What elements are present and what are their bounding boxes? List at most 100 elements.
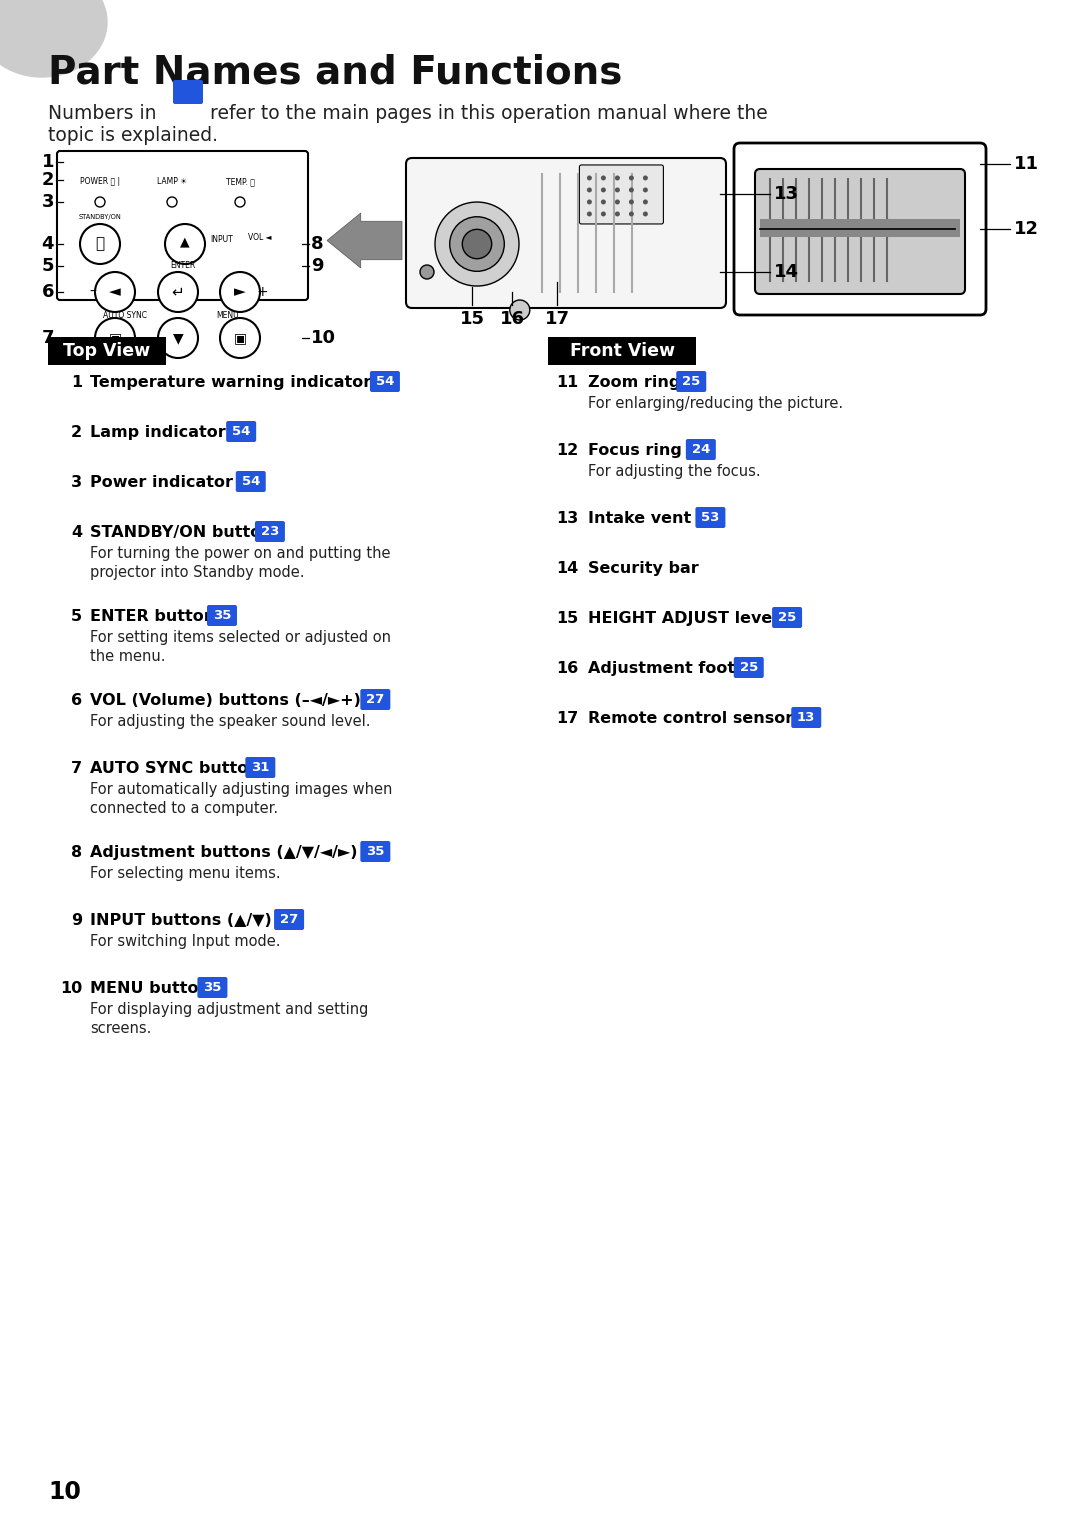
Text: 8: 8 xyxy=(311,234,324,253)
Text: 11: 11 xyxy=(556,375,578,391)
Text: refer to the main pages in this operation manual where the: refer to the main pages in this operatio… xyxy=(204,104,768,123)
Circle shape xyxy=(510,300,530,320)
Circle shape xyxy=(629,176,634,181)
Text: 11: 11 xyxy=(1014,155,1039,173)
FancyBboxPatch shape xyxy=(686,440,716,460)
Text: 17: 17 xyxy=(544,309,569,328)
Text: ⏻: ⏻ xyxy=(95,236,105,251)
Circle shape xyxy=(600,211,606,216)
Text: 4: 4 xyxy=(71,525,82,539)
Text: For turning the power on and putting the: For turning the power on and putting the xyxy=(90,545,391,561)
Circle shape xyxy=(420,265,434,279)
Text: For switching Input mode.: For switching Input mode. xyxy=(90,935,281,948)
Text: 9: 9 xyxy=(311,257,324,276)
FancyBboxPatch shape xyxy=(370,371,400,392)
Text: For automatically adjusting images when: For automatically adjusting images when xyxy=(90,781,392,797)
Text: ▲: ▲ xyxy=(180,236,190,248)
Text: 4: 4 xyxy=(41,234,54,253)
FancyBboxPatch shape xyxy=(48,337,166,365)
Text: For enlarging/reducing the picture.: For enlarging/reducing the picture. xyxy=(588,395,843,411)
Text: VOL (Volume) buttons (–◄/►+): VOL (Volume) buttons (–◄/►+) xyxy=(90,692,361,708)
Circle shape xyxy=(615,199,620,204)
Circle shape xyxy=(165,224,205,264)
FancyBboxPatch shape xyxy=(57,152,308,300)
FancyBboxPatch shape xyxy=(235,470,266,492)
Text: ↵: ↵ xyxy=(172,285,185,299)
Circle shape xyxy=(629,211,634,216)
Text: Zoom ring: Zoom ring xyxy=(588,375,680,391)
Text: +: + xyxy=(256,285,268,299)
Text: 14: 14 xyxy=(556,561,578,576)
Text: 7: 7 xyxy=(41,329,54,348)
Circle shape xyxy=(600,176,606,181)
Text: 35: 35 xyxy=(213,610,231,622)
Text: 3: 3 xyxy=(41,193,54,211)
Text: MENU: MENU xyxy=(217,311,240,320)
Text: –: – xyxy=(90,285,96,299)
Text: 8: 8 xyxy=(71,846,82,859)
Text: MENU button: MENU button xyxy=(90,980,210,996)
Text: 27: 27 xyxy=(280,913,298,925)
Text: Intake vent: Intake vent xyxy=(588,512,691,525)
FancyBboxPatch shape xyxy=(198,977,228,997)
Circle shape xyxy=(643,176,648,181)
Text: Lamp indicator: Lamp indicator xyxy=(90,424,226,440)
Text: For displaying adjustment and setting: For displaying adjustment and setting xyxy=(90,1002,368,1017)
Text: Security bar: Security bar xyxy=(588,561,699,576)
Circle shape xyxy=(95,198,105,207)
Text: Top View: Top View xyxy=(64,342,150,360)
Text: AUTO SYNC button: AUTO SYNC button xyxy=(90,761,260,777)
Text: 3: 3 xyxy=(71,475,82,490)
Text: 12: 12 xyxy=(1014,221,1039,237)
Circle shape xyxy=(167,198,177,207)
Text: ▣: ▣ xyxy=(233,331,246,345)
Text: 35: 35 xyxy=(366,846,384,858)
Text: INPUT buttons (▲/▼): INPUT buttons (▲/▼) xyxy=(90,913,272,928)
Circle shape xyxy=(629,187,634,193)
FancyBboxPatch shape xyxy=(361,689,390,709)
Text: 54: 54 xyxy=(232,424,251,438)
Text: the menu.: the menu. xyxy=(90,650,165,665)
FancyBboxPatch shape xyxy=(173,80,203,104)
FancyBboxPatch shape xyxy=(676,371,706,392)
Text: ▣: ▣ xyxy=(108,331,122,345)
Text: 10: 10 xyxy=(59,980,82,996)
Circle shape xyxy=(586,187,592,193)
Text: 13: 13 xyxy=(556,512,578,525)
Text: topic is explained.: topic is explained. xyxy=(48,126,218,146)
Text: 6: 6 xyxy=(71,692,82,708)
Text: For selecting menu items.: For selecting menu items. xyxy=(90,866,281,881)
Text: VOL ◄: VOL ◄ xyxy=(248,233,271,242)
Circle shape xyxy=(600,187,606,193)
Text: ◄: ◄ xyxy=(109,285,121,299)
Text: 14: 14 xyxy=(774,264,799,280)
Text: 2: 2 xyxy=(71,424,82,440)
FancyBboxPatch shape xyxy=(733,657,764,679)
Text: Focus ring: Focus ring xyxy=(588,443,681,458)
Text: Temperature warning indicator: Temperature warning indicator xyxy=(90,375,372,391)
Text: Adjustment buttons (▲/▼/◄/►): Adjustment buttons (▲/▼/◄/►) xyxy=(90,846,357,859)
Circle shape xyxy=(629,199,634,204)
Text: 2: 2 xyxy=(41,172,54,188)
Text: screens.: screens. xyxy=(90,1022,151,1037)
FancyBboxPatch shape xyxy=(772,607,802,628)
Text: 5: 5 xyxy=(41,257,54,276)
Text: Adjustment foot: Adjustment foot xyxy=(588,660,735,676)
FancyBboxPatch shape xyxy=(361,841,390,863)
Text: POWER ⏻ |: POWER ⏻ | xyxy=(80,178,120,187)
Text: 25: 25 xyxy=(778,611,796,624)
Circle shape xyxy=(586,176,592,181)
Circle shape xyxy=(220,273,260,313)
Text: Part Names and Functions: Part Names and Functions xyxy=(48,54,622,92)
Circle shape xyxy=(586,211,592,216)
Circle shape xyxy=(80,224,120,264)
Text: 15: 15 xyxy=(556,611,578,627)
Text: 24: 24 xyxy=(691,443,710,457)
Text: connected to a computer.: connected to a computer. xyxy=(90,801,279,817)
Text: STANDBY/ON: STANDBY/ON xyxy=(79,214,121,221)
FancyBboxPatch shape xyxy=(734,142,986,316)
Text: LAMP ☀: LAMP ☀ xyxy=(157,178,187,187)
FancyBboxPatch shape xyxy=(245,757,275,778)
Text: 9: 9 xyxy=(71,913,82,928)
Text: For setting items selected or adjusted on: For setting items selected or adjusted o… xyxy=(90,630,391,645)
